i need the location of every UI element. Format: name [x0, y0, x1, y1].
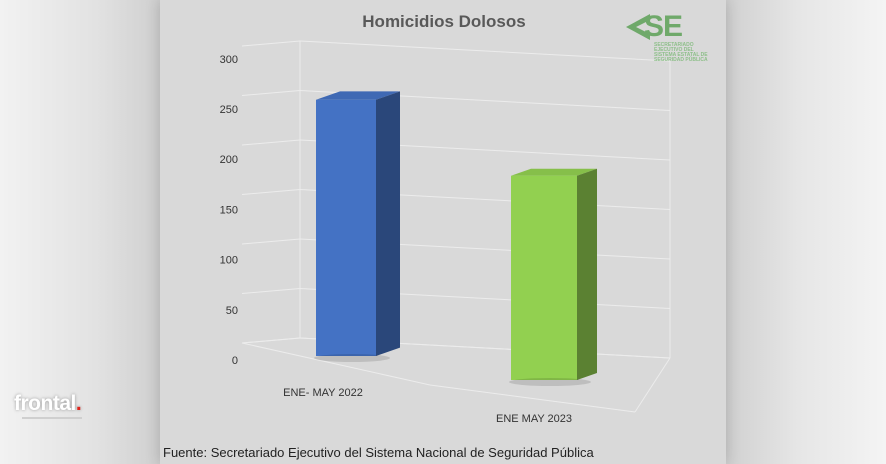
x-axis: ENE- MAY 2022 ENE MAY 2023: [283, 387, 572, 425]
bar-top: [316, 91, 400, 100]
background-right: [726, 0, 886, 464]
sesesp-logo: SE SECRETARIADO EJECUTIVO DEL SISTEMA ES…: [622, 10, 712, 66]
x-tick-label: ENE MAY 2023: [496, 413, 572, 425]
chart-panel: Homicidios Dolosos 0 50 100 150 200 250 300 EN…: [160, 0, 726, 464]
gridline-side: [241, 288, 301, 294]
logo-text: SE: [644, 10, 683, 43]
x-tick-label: ENE- MAY 2022: [283, 387, 363, 399]
brand-dot: .: [75, 392, 82, 415]
floor-front-edge: [429, 384, 636, 413]
frontal-brand: frontal.: [14, 392, 82, 416]
y-tick-label: 0: [232, 355, 238, 367]
brand-underline: [22, 417, 82, 419]
bar-chart: Homicidios Dolosos 0 50 100 150 200 250 300 EN…: [220, 12, 671, 425]
bars: [314, 91, 597, 386]
y-tick-label: 250: [220, 104, 238, 116]
bar-2: [511, 175, 577, 380]
chevron-logo-icon: [626, 14, 650, 40]
bar-side: [577, 168, 597, 380]
bar-shadow: [314, 354, 390, 362]
chart-grid: [241, 40, 671, 413]
logo-subtitle: SECRETARIADO EJECUTIVO DEL SISTEMA ESTAT…: [654, 42, 708, 63]
chart-title: Homicidios Dolosos: [362, 12, 525, 31]
y-tick-label: 50: [226, 305, 238, 317]
gridline: [299, 40, 671, 62]
gridline-side: [241, 90, 301, 96]
y-axis: 0 50 100 150 200 250 300: [220, 54, 238, 367]
brand-name: frontal: [14, 392, 76, 415]
background-left: [0, 0, 160, 464]
bar-top: [511, 168, 597, 176]
bar-shadow: [509, 378, 591, 386]
floor-left-edge: [241, 342, 431, 386]
bar-1: [316, 99, 376, 356]
y-tick-label: 300: [220, 54, 238, 66]
y-tick-label: 100: [220, 255, 238, 267]
bar-side: [376, 91, 400, 356]
gridline-side: [241, 139, 301, 146]
source-caption: Fuente: Secretariado Ejecutivo del Siste…: [163, 445, 594, 460]
floor-right-edge: [634, 357, 671, 413]
y-tick-label: 150: [220, 204, 238, 216]
gridline-side: [241, 40, 301, 47]
y-tick-label: 200: [220, 154, 238, 166]
gridline-side: [241, 238, 301, 245]
floor-back-edge: [241, 337, 671, 359]
gridline-side: [241, 189, 301, 195]
